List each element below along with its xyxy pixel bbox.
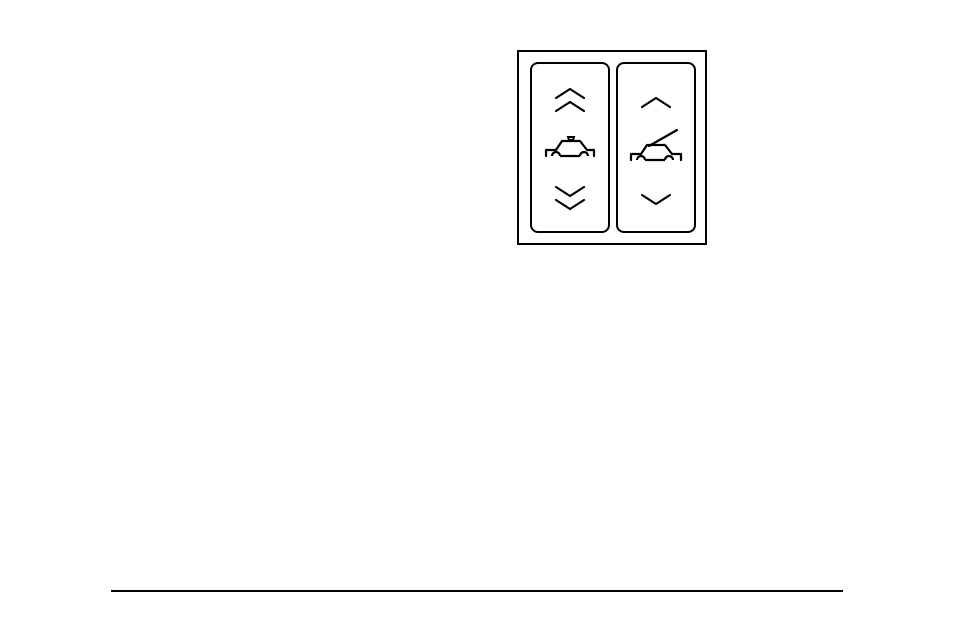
double-chevron-down-icon: [548, 182, 592, 217]
single-chevron-down-icon: [634, 190, 678, 213]
car-tilt-icon: [625, 124, 687, 177]
car-height-icon: [540, 128, 600, 173]
page-divider: [111, 590, 843, 592]
page: [0, 0, 954, 636]
single-chevron-up-icon: [634, 94, 678, 117]
height-adjust-rocker[interactable]: [530, 62, 610, 233]
tilt-adjust-rocker[interactable]: [616, 62, 696, 233]
double-chevron-up-icon: [548, 86, 592, 121]
